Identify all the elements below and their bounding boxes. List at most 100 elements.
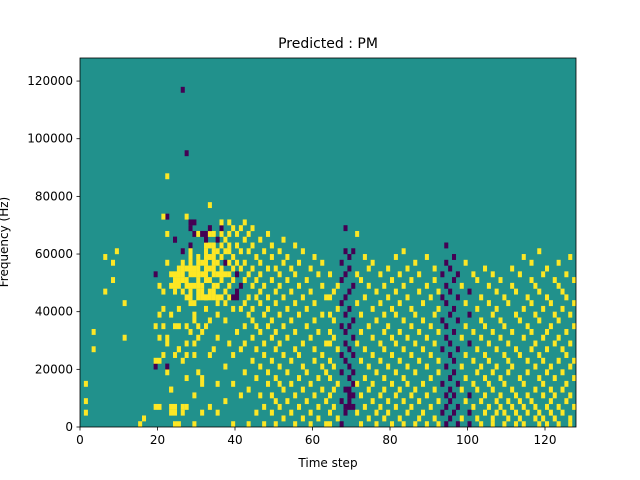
heatmap-cell bbox=[564, 398, 569, 405]
heatmap-cell bbox=[200, 271, 205, 278]
heatmap-cell bbox=[382, 346, 387, 353]
heatmap-cell bbox=[533, 311, 538, 318]
heatmap-cell bbox=[455, 421, 460, 428]
heatmap-cell bbox=[238, 225, 243, 232]
heatmap-cell bbox=[452, 392, 457, 399]
heatmap-cell bbox=[207, 202, 212, 209]
heatmap-cell bbox=[266, 294, 271, 301]
heatmap-cell bbox=[165, 213, 170, 220]
heatmap-cell bbox=[277, 340, 282, 347]
heatmap-cell bbox=[285, 369, 290, 376]
heatmap-cell bbox=[231, 421, 236, 428]
heatmap-cell bbox=[393, 392, 398, 399]
heatmap-cell bbox=[339, 277, 344, 284]
heatmap-cell bbox=[308, 409, 313, 416]
heatmap-cell bbox=[533, 386, 538, 393]
heatmap-cell bbox=[490, 311, 495, 318]
heatmap-cell bbox=[533, 363, 538, 370]
heatmap-cell bbox=[347, 386, 352, 393]
heatmap-cell bbox=[192, 282, 197, 289]
heatmap-cell bbox=[153, 323, 158, 330]
heatmap-cell bbox=[397, 357, 402, 364]
heatmap-cell bbox=[192, 352, 197, 358]
heatmap-cell bbox=[568, 311, 573, 318]
heatmap-cell bbox=[312, 300, 317, 307]
heatmap-cell bbox=[254, 346, 259, 353]
heatmap-cell bbox=[444, 421, 449, 428]
heatmap-cell bbox=[176, 346, 181, 353]
heatmap-cell bbox=[424, 392, 429, 399]
heatmap-cell bbox=[316, 403, 321, 410]
heatmap-cell bbox=[297, 375, 302, 382]
heatmap-cell bbox=[227, 230, 232, 237]
heatmap-cell bbox=[541, 334, 546, 341]
heatmap-cell bbox=[393, 288, 398, 295]
heatmap-cell bbox=[184, 282, 189, 289]
heatmap-cell bbox=[328, 294, 333, 301]
heatmap-cell bbox=[211, 242, 216, 249]
heatmap-cell bbox=[304, 277, 309, 284]
heatmap-cell bbox=[401, 375, 406, 382]
heatmap-cell bbox=[204, 259, 209, 266]
heatmap-cell bbox=[238, 248, 243, 255]
heatmap-cell bbox=[564, 352, 569, 358]
heatmap-cell bbox=[514, 392, 519, 399]
heatmap-cell bbox=[428, 352, 433, 358]
heatmap-cell bbox=[207, 254, 212, 260]
y-tick-label: 100000 bbox=[27, 132, 73, 146]
heatmap-cell bbox=[444, 282, 449, 289]
heatmap-cell bbox=[490, 386, 495, 393]
heatmap-cell bbox=[153, 403, 158, 410]
heatmap-cell bbox=[188, 271, 193, 278]
heatmap-cell bbox=[436, 357, 441, 364]
heatmap-cell bbox=[250, 282, 255, 289]
heatmap-cell bbox=[529, 328, 534, 335]
heatmap-cell bbox=[486, 403, 491, 410]
heatmap-cell bbox=[436, 328, 441, 335]
heatmap-cell bbox=[459, 386, 464, 393]
heatmap-cell bbox=[219, 271, 224, 278]
heatmap-cell bbox=[494, 346, 499, 353]
heatmap-cell bbox=[378, 403, 383, 410]
heatmap-cell bbox=[378, 340, 383, 347]
heatmap-cell bbox=[390, 421, 395, 428]
heatmap-cell bbox=[486, 282, 491, 289]
heatmap-cell bbox=[351, 352, 356, 358]
heatmap-cell bbox=[347, 403, 352, 410]
heatmap-cell bbox=[386, 323, 391, 330]
heatmap-cell bbox=[200, 380, 205, 387]
heatmap-cell bbox=[401, 421, 406, 428]
heatmap-cell bbox=[386, 294, 391, 301]
heatmap-cell bbox=[184, 352, 189, 358]
heatmap-cell bbox=[366, 415, 371, 422]
heatmap-cell bbox=[548, 363, 553, 370]
heatmap-cell bbox=[401, 248, 406, 255]
heatmap-cell bbox=[467, 288, 472, 295]
heatmap-cell bbox=[572, 277, 577, 284]
heatmap-cell bbox=[517, 352, 522, 358]
heatmap-cell bbox=[362, 346, 367, 353]
heatmap-cell bbox=[339, 398, 344, 405]
y-axis-label: Frequency (Hz) bbox=[0, 197, 11, 288]
heatmap-cell bbox=[548, 386, 553, 393]
heatmap-cell bbox=[285, 305, 290, 312]
heatmap-cell bbox=[525, 294, 530, 301]
heatmap-cell bbox=[486, 357, 491, 364]
heatmap-cell bbox=[545, 346, 550, 353]
heatmap-cell bbox=[339, 300, 344, 307]
heatmap-cell bbox=[343, 386, 348, 393]
heatmap-cell bbox=[328, 392, 333, 399]
heatmap-cell bbox=[417, 328, 422, 335]
heatmap-cell bbox=[324, 398, 329, 405]
heatmap-cell bbox=[572, 323, 577, 330]
heatmap-cell bbox=[211, 346, 216, 353]
heatmap-cell bbox=[211, 271, 216, 278]
heatmap-cell bbox=[529, 398, 534, 405]
heatmap-cell bbox=[448, 352, 453, 358]
heatmap-cell bbox=[227, 340, 232, 347]
heatmap-cell bbox=[568, 254, 573, 260]
heatmap-cell bbox=[122, 300, 127, 307]
heatmap-cell bbox=[502, 409, 507, 416]
heatmap-cell bbox=[269, 409, 274, 416]
heatmap-cell bbox=[207, 265, 212, 272]
